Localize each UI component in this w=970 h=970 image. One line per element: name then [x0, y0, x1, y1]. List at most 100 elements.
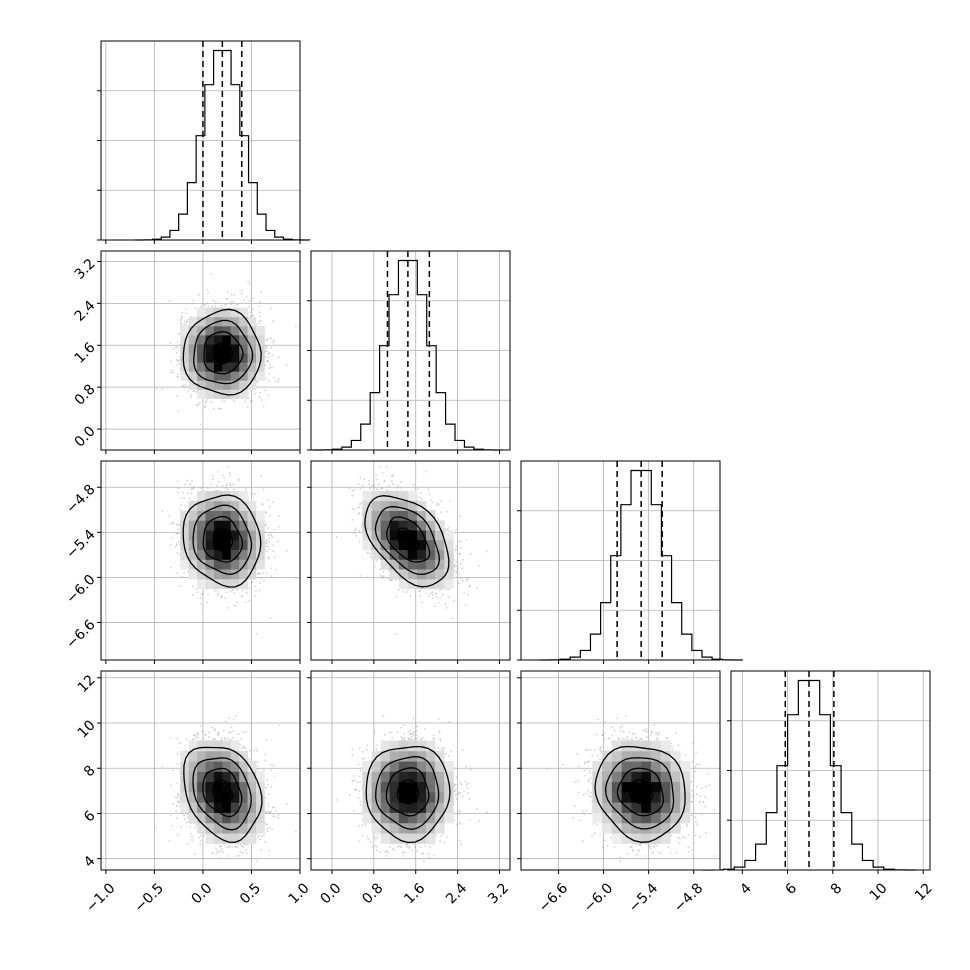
- scatter-point: [175, 523, 178, 526]
- scatter-point: [233, 604, 236, 607]
- scatter-point: [202, 729, 205, 732]
- scatter-point: [408, 729, 411, 732]
- density-cell: [435, 781, 445, 793]
- density-cell: [389, 549, 400, 560]
- density-cell: [611, 761, 623, 772]
- x-tick-label: −6.0: [581, 880, 616, 915]
- scatter-point: [277, 380, 279, 383]
- scatter-point: [359, 770, 362, 772]
- scatter-point: [415, 729, 418, 732]
- scatter-point: [447, 755, 450, 758]
- scatter-point: [176, 796, 179, 799]
- scatter-point: [458, 540, 461, 543]
- contour-1sigma: [203, 331, 244, 375]
- scatter-point: [180, 497, 183, 499]
- density-cell: [407, 500, 418, 511]
- density-cell: [247, 761, 257, 772]
- scatter-point: [231, 846, 234, 848]
- scatter-point: [285, 803, 288, 806]
- scatter-point: [445, 836, 448, 839]
- scatter-point: [457, 783, 459, 786]
- scatter-point: [263, 580, 266, 582]
- scatter-point: [455, 812, 458, 815]
- scatter-point: [699, 835, 701, 838]
- y-tick-label: 8: [81, 763, 99, 781]
- scatter-point: [265, 542, 268, 545]
- scatter-point: [177, 800, 179, 803]
- scatter-point: [264, 386, 267, 388]
- scatter-point: [369, 556, 372, 559]
- scatter-point: [258, 396, 261, 398]
- scatter-point: [699, 800, 702, 803]
- scatter-point: [239, 851, 242, 853]
- scatter-point: [223, 399, 226, 402]
- scatter-point: [240, 845, 243, 848]
- scatter-point: [240, 747, 243, 750]
- density-cell: [197, 740, 206, 752]
- density-cell: [222, 510, 232, 521]
- scatter-point: [361, 834, 364, 837]
- scatter-point: [478, 564, 481, 567]
- scatter-point: [591, 754, 594, 757]
- scatter-point: [355, 789, 357, 791]
- scatter-point: [582, 794, 585, 796]
- scatter-point: [186, 391, 189, 393]
- scatter-point: [358, 825, 361, 827]
- x-tick-label: 0.5: [237, 880, 264, 907]
- scatter-point: [455, 570, 458, 573]
- scatter-point: [259, 849, 262, 851]
- scatter-point: [179, 742, 181, 745]
- scatter-point: [352, 809, 355, 812]
- density-cell: [205, 569, 215, 580]
- density-cell: [230, 781, 240, 793]
- scatter-point: [177, 531, 180, 534]
- scatter-point: [373, 566, 376, 569]
- scatter-point: [375, 474, 378, 477]
- x-tick-label: 2.4: [443, 880, 470, 907]
- density-cell: [660, 740, 671, 752]
- scatter-point: [245, 488, 248, 491]
- scatter-point: [401, 851, 404, 854]
- density-cell: [213, 510, 223, 521]
- scatter-point: [374, 845, 377, 848]
- scatter-point: [266, 783, 269, 786]
- scatter-point: [695, 793, 698, 796]
- scatter-point: [267, 793, 270, 795]
- scatter-point: [186, 321, 188, 324]
- density-cell: [188, 802, 198, 813]
- scatter-point: [241, 851, 244, 854]
- scatter-point: [381, 577, 383, 580]
- scatter-point: [245, 849, 248, 852]
- density-cell: [180, 771, 190, 783]
- scatter-point: [217, 302, 220, 304]
- scatter-point: [368, 480, 370, 482]
- scatter-point: [199, 725, 202, 727]
- scatter-point: [405, 844, 408, 847]
- density-cell: [621, 833, 632, 844]
- density-cell: [398, 812, 409, 824]
- scatter-point: [377, 483, 380, 486]
- density-cell: [239, 812, 248, 824]
- scatter-point: [666, 736, 669, 739]
- density-cell: [230, 371, 240, 381]
- scatter-point: [388, 731, 391, 734]
- density-cell: [213, 559, 223, 570]
- scatter-point: [172, 521, 174, 524]
- x-tick-label: −1.0: [83, 880, 118, 915]
- scatter-point: [358, 746, 361, 749]
- density-cell: [650, 802, 662, 813]
- contour-0.5sigma: [212, 779, 234, 805]
- scatter-point: [585, 810, 588, 812]
- scatter-point: [446, 528, 449, 531]
- density-cell: [407, 510, 418, 521]
- scatter-point: [441, 749, 444, 752]
- scatter-point: [358, 775, 361, 778]
- scatter-point: [258, 305, 260, 308]
- scatter-point: [180, 323, 182, 325]
- scatter-point: [385, 465, 388, 468]
- scatter-point: [579, 819, 582, 822]
- density-cell: [435, 530, 445, 541]
- scatter-point: [353, 779, 356, 782]
- scatter-point: [440, 748, 443, 751]
- density-cell: [230, 530, 240, 541]
